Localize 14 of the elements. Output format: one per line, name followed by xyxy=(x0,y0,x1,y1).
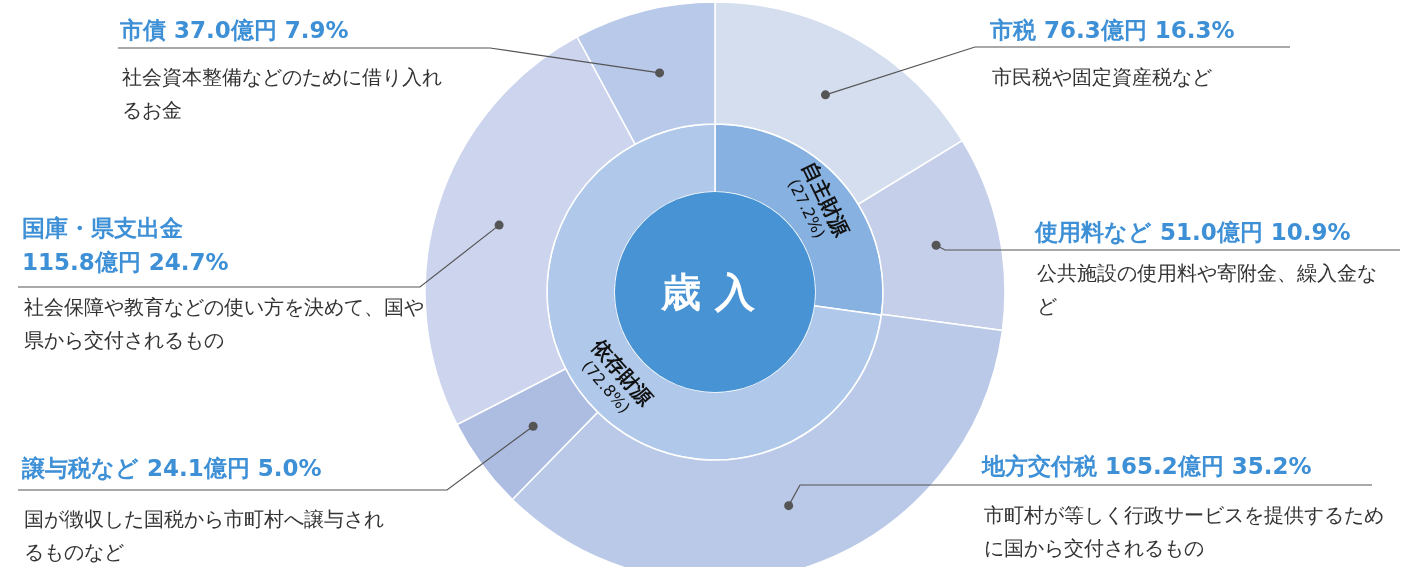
slice-label: 譲与税など 24.1億円 5.0% xyxy=(21,455,322,481)
text: 国が徴収した国税から市町村へ譲与されるものなど xyxy=(24,507,384,564)
text: 市民税や固定資産税など xyxy=(992,65,1212,89)
text: 公共施設の使用料や寄附金、繰入金など xyxy=(1037,261,1377,318)
text: 社会資本整備などのために借り入れるお金 xyxy=(122,65,442,122)
slice-label: 使用料など 51.0億円 10.9% xyxy=(1034,219,1351,245)
data-label: 115.8億円 24.7% xyxy=(22,249,229,275)
slice-label: 市債 37.0億円 7.9% xyxy=(119,17,349,43)
slice-label: 国庫・県支出金 xyxy=(22,215,183,241)
text: 社会保障や教育などの使い方を決めて、国や県から交付されるもの xyxy=(24,295,424,352)
slice-label: 市税 76.3億円 16.3% xyxy=(989,17,1235,43)
text: 歳入 xyxy=(660,269,769,315)
text: 市町村が等しく行政サービスを提供するために国から交付されるもの xyxy=(984,503,1384,560)
slice-label: 地方交付税 165.2億円 35.2% xyxy=(981,453,1312,479)
